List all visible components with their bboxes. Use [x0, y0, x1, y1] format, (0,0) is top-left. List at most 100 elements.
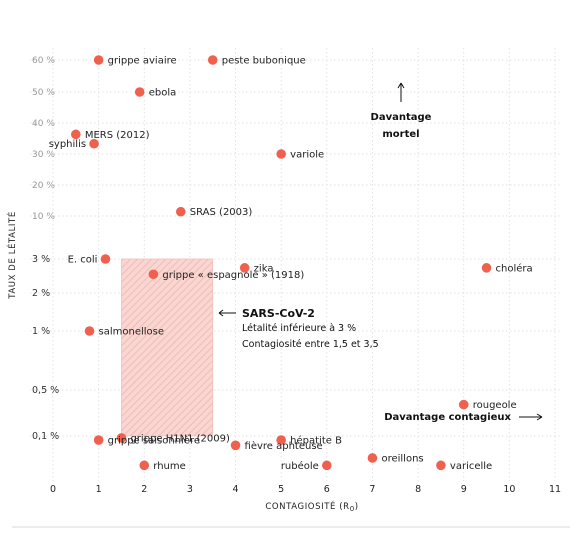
point-label: E. coli	[68, 255, 98, 266]
point-marker	[116, 433, 127, 443]
sars-annotation-line2: Contagiosité entre 1,5 et 3,5	[242, 339, 379, 350]
point-marker	[93, 435, 104, 445]
point-marker	[93, 55, 104, 65]
x-tick-label: 11	[549, 484, 561, 495]
point-marker	[458, 399, 469, 410]
point-rhume: rhume	[139, 460, 186, 472]
point-grippe-saisonniere: grippe saisonnière	[93, 435, 200, 447]
point-label: MERS (2012)	[85, 130, 150, 141]
point-marker	[71, 129, 81, 140]
x-tick-label: 9	[461, 484, 467, 495]
point-variole: variole	[276, 149, 324, 161]
data-points: grippe aviaire peste bubonique ebola MERS (…	[49, 55, 533, 472]
sars-annotation-title: SARS-CoV-2	[242, 307, 315, 320]
point-grippe-espagnole-1918: grippe « espagnole » (1918)	[148, 269, 304, 281]
x-tick-label: 7	[369, 484, 375, 495]
point-mers-2012: MERS (2012)	[71, 129, 150, 141]
point-marker	[134, 87, 145, 97]
point-marker	[84, 326, 95, 336]
point-label: variole	[290, 150, 324, 161]
point-marker	[239, 263, 250, 273]
point-marker	[207, 55, 218, 65]
point-hepatite-b: hépatite B	[276, 435, 342, 447]
point-marker	[322, 460, 332, 471]
y-tick-label: 0,1 %	[32, 431, 59, 442]
x-axis-title-main: CONTAGIOSITÉ (R	[265, 500, 349, 512]
x-axis-ticks: 0 1 2 3 4 5 6 7 8 9 10 11	[50, 484, 561, 495]
point-fievre-aphteuse: fièvre aphteuse	[230, 440, 323, 452]
point-label: choléra	[496, 262, 533, 274]
point-marker	[175, 206, 186, 217]
x-tick-label: 1	[96, 484, 102, 495]
point-label: rhume	[153, 461, 186, 472]
sars-cov-2-region	[121, 258, 214, 437]
x-tick-label: 2	[141, 484, 147, 495]
x-tick-label: 3	[187, 484, 193, 495]
sars-cov-2-annotation: SARS-CoV-2 Létalité inférieure à 3 % Con…	[218, 307, 379, 350]
point-marker	[436, 460, 446, 471]
point-grippe-aviaire: grippe aviaire	[93, 55, 177, 67]
y-tick-label: 20 %	[32, 181, 55, 191]
point-label: grippe aviaire	[108, 56, 177, 67]
point-rubeole: rubéole	[281, 460, 332, 472]
point-label: salmonellose	[99, 327, 165, 338]
y-tick-label: 30 %	[32, 150, 55, 160]
mortel-annotation: Davantage mortel	[371, 82, 432, 140]
mortel-line2: mortel	[382, 129, 419, 140]
point-label: SRAS (2003)	[190, 207, 253, 218]
y-axis-ticks: 60 % 50 % 40 % 30 % 20 % 10 % 3 % 2 % 1 % 0,5 % 0,…	[32, 56, 59, 442]
point-ebola: ebola	[134, 87, 177, 99]
x-axis-title-close: )	[355, 502, 359, 512]
point-marker	[230, 440, 241, 451]
y-tick-label: 50 %	[32, 88, 55, 98]
point-cholera: choléra	[481, 262, 533, 274]
point-label: zika	[254, 263, 274, 274]
y-axis-title: TAUX DE LÉTALITÉ	[6, 211, 18, 300]
point-label: ebola	[149, 88, 177, 99]
point-label: grippe saisonnière	[108, 435, 200, 447]
point-marker	[276, 435, 286, 445]
y-tick-label: 0,5 %	[32, 385, 59, 396]
x-tick-label: 5	[278, 484, 284, 495]
point-label: rubéole	[281, 460, 319, 472]
point-marker	[367, 453, 378, 463]
x-tick-label: 6	[324, 484, 330, 495]
point-label: rougeole	[473, 400, 517, 411]
x-axis-title-subscript: 0	[350, 505, 355, 513]
point-label: fièvre aphteuse	[245, 440, 323, 452]
y-tick-label: 2 %	[32, 288, 50, 299]
point-label: grippe H1N1 (2009)	[130, 433, 230, 444]
contagieux-text: Davantage contagieux	[384, 412, 511, 423]
point-varicelle: varicelle	[436, 460, 492, 472]
point-rougeole: rougeole	[458, 399, 517, 411]
x-axis-title: CONTAGIOSITÉ (R0)	[265, 500, 358, 513]
x-tick-label: 0	[50, 484, 56, 495]
point-marker	[100, 254, 111, 264]
sars-arrow-head	[218, 309, 224, 317]
point-marker	[148, 269, 159, 280]
up-arrow-head	[397, 82, 405, 89]
point-label: hépatite B	[290, 435, 342, 447]
point-syphilis: syphilis	[49, 138, 99, 150]
right-arrow-head	[536, 413, 543, 421]
point-label: syphilis	[49, 139, 86, 150]
point-oreillons: oreillons	[367, 453, 424, 464]
y-tick-label: 60 %	[32, 56, 55, 66]
x-tick-label: 10	[503, 484, 515, 495]
point-label: varicelle	[450, 461, 492, 472]
point-e-coli: E. coli	[68, 254, 111, 266]
y-tick-label: 1 %	[32, 326, 50, 337]
point-marker	[481, 263, 492, 273]
x-tick-label: 4	[233, 484, 239, 495]
y-tick-label: 10 %	[32, 212, 55, 222]
point-zika: zika	[239, 263, 274, 274]
point-marker	[89, 138, 99, 149]
point-label: oreillons	[381, 453, 423, 464]
point-grippe-h1n1-2009: grippe H1N1 (2009)	[116, 433, 230, 444]
sars-annotation-line1: Létalité inférieure à 3 %	[242, 323, 356, 334]
sars-cov-2-highlight-box	[121, 258, 214, 437]
point-peste-bubonique: peste bubonique	[207, 55, 306, 67]
point-sras-2003: SRAS (2003)	[175, 206, 253, 218]
x-tick-label: 8	[415, 484, 421, 495]
